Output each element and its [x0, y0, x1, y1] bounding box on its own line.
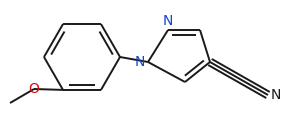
Text: N: N	[271, 88, 281, 102]
Text: O: O	[29, 82, 40, 96]
Text: N: N	[135, 55, 145, 69]
Text: N: N	[163, 14, 173, 28]
